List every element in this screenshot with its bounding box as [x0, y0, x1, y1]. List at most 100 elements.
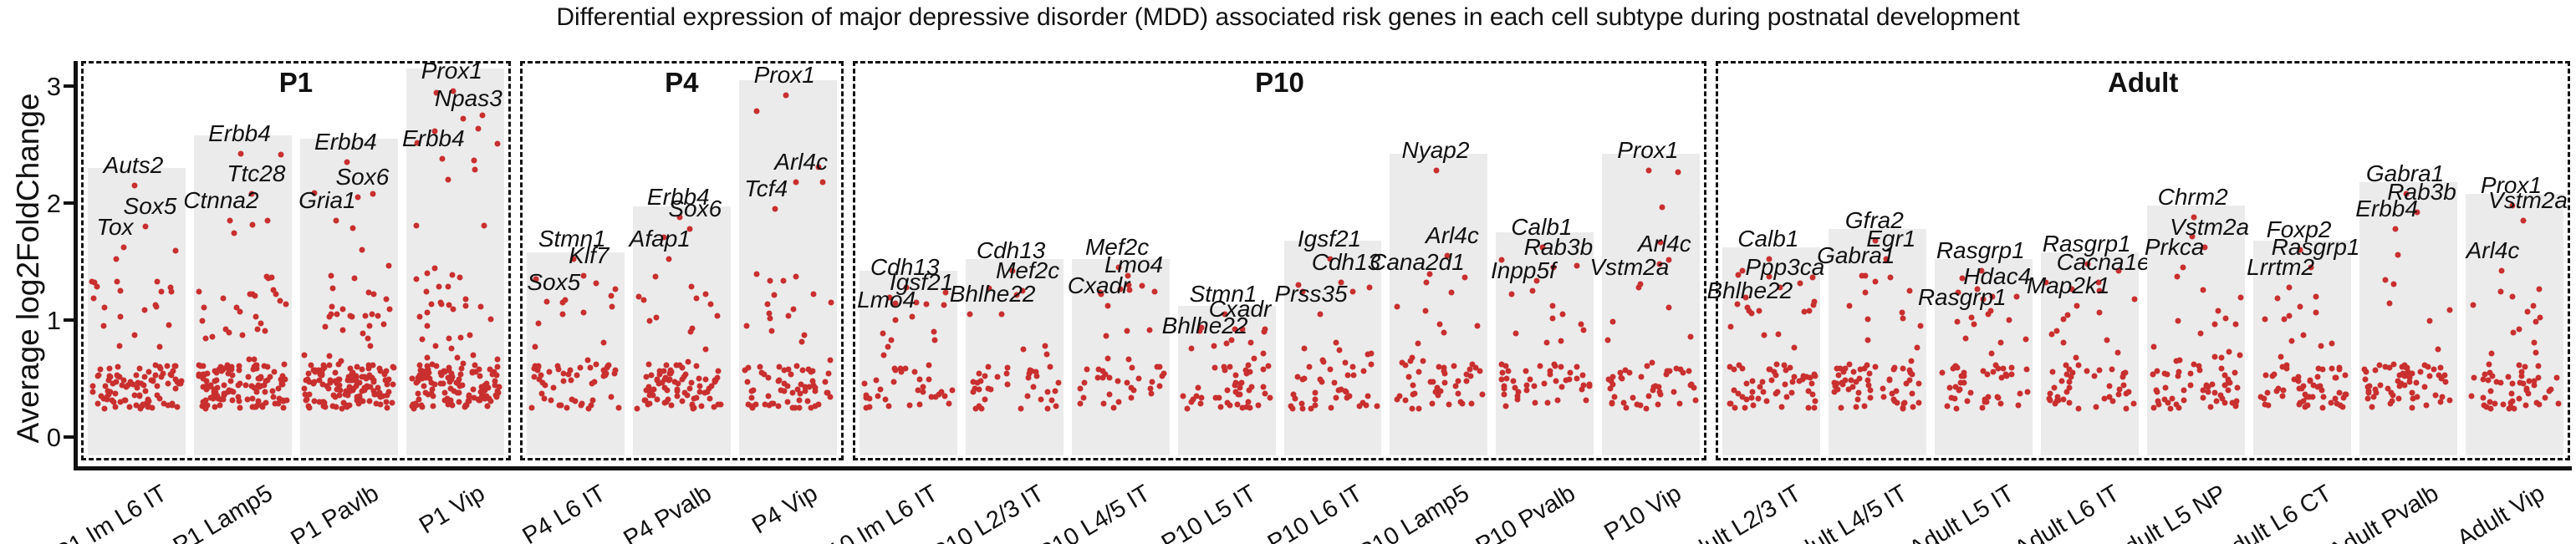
column-p10-l4-5-it: Mef2c Lmo4 Cxadr P10 L4/5 IT [1034, 64, 1174, 544]
gene-point [2500, 401, 2507, 408]
gene-point [2337, 402, 2344, 409]
gene-point [2364, 395, 2371, 402]
gene-point [1890, 396, 1897, 403]
gene-point [804, 398, 811, 404]
gene-point [231, 230, 237, 236]
gene-point [1260, 366, 1267, 373]
gene-point [252, 313, 259, 320]
gene-point [1103, 333, 1109, 339]
gene-point [1854, 396, 1861, 403]
gene-point [322, 323, 329, 330]
gene-point [2153, 387, 2160, 394]
gene-point [1344, 394, 1350, 401]
gene-point [363, 375, 370, 382]
gene-point [2395, 395, 2402, 402]
gene-point [1349, 364, 1356, 370]
gene-point [248, 383, 255, 389]
gene-point [794, 386, 801, 393]
gene-point [1805, 388, 1812, 394]
gene-point [2048, 331, 2055, 338]
gene-point [1308, 405, 1314, 412]
gene-point [2075, 405, 2082, 412]
gene-point [2008, 371, 2015, 378]
gene-point [2548, 386, 2554, 393]
gene-point [2115, 267, 2122, 274]
gene-point [2488, 350, 2495, 357]
gene-point [1891, 364, 1898, 371]
gene-point [550, 384, 557, 391]
gene-point [1501, 383, 1507, 389]
gene-point [797, 390, 803, 397]
gene-point [346, 402, 353, 409]
gene-point [106, 365, 113, 372]
gene-point [793, 363, 800, 369]
gene-point [2423, 402, 2430, 409]
gene-point [2119, 374, 2126, 380]
gene-point [863, 404, 870, 411]
gene-point [1839, 381, 1846, 388]
gene-label-bhlhe22: Bhlhe22 [949, 281, 1036, 307]
gene-point [2332, 395, 2339, 402]
gene-point [1344, 372, 1351, 379]
gene-point [643, 374, 650, 380]
gene-point [1644, 363, 1650, 369]
gene-point [1688, 381, 1695, 388]
gene-point [1245, 362, 1252, 369]
gene-point [416, 362, 423, 369]
gene-point [375, 313, 381, 319]
gene-label-cxadr: Cxadr [1067, 272, 1130, 299]
gene-label-inpp5f: Inpp5f [1490, 257, 1556, 283]
top-gene-point-igsf21 [1327, 256, 1334, 262]
gene-point [382, 377, 389, 384]
gene-point [149, 404, 156, 411]
gene-point [166, 322, 172, 328]
panel-p10: P10 Cdh13 Igsf21 Lmo4 P10 Im L6 IT Cdh13 Mef2c… [810, 61, 1707, 544]
gene-point [2542, 394, 2548, 401]
gene-point [1781, 362, 1788, 369]
gene-point [2485, 377, 2492, 384]
gene-point [258, 374, 264, 381]
gene-point [2060, 396, 2067, 403]
gene-point [1319, 379, 1325, 385]
gene-point [1505, 368, 1512, 374]
gene-point [345, 374, 352, 380]
gene-point [1416, 405, 1422, 412]
gene-point [569, 396, 575, 403]
gene-point [2063, 362, 2069, 369]
gene-point [1676, 400, 1683, 407]
gene-point [1853, 379, 1859, 385]
gene-point [1808, 380, 1815, 387]
gene-point [2096, 309, 2103, 316]
gene-point [661, 399, 668, 406]
gene-point [304, 376, 311, 383]
gene-point [1744, 304, 1751, 311]
gene-point [2068, 286, 2075, 292]
gene-point [457, 371, 464, 378]
gene-point [1811, 298, 1818, 305]
gene-point [2385, 385, 2391, 392]
gene-point [1952, 384, 1959, 390]
gene-point [448, 370, 455, 377]
gene-point [1848, 377, 1854, 384]
gene-point [493, 372, 500, 379]
gene-point [1104, 355, 1111, 362]
gene-point [2487, 399, 2493, 405]
gene-point [201, 402, 207, 409]
gene-point [1503, 375, 1510, 382]
gene-point [415, 374, 421, 380]
top-gene-point-erbb4 [344, 159, 350, 165]
gene-point [370, 291, 377, 297]
gene-point [798, 338, 805, 345]
gene-point [1974, 286, 1981, 292]
gene-point [1985, 311, 1992, 318]
gene-point [1532, 399, 1538, 406]
gene-point [126, 404, 133, 410]
gene-point [1789, 379, 1796, 385]
gene-point [974, 379, 981, 386]
gene-label-gabra1: Gabra1 [2365, 160, 2445, 186]
gene-point [2060, 339, 2067, 346]
gene-point [1196, 328, 1203, 334]
gene-point [424, 323, 431, 329]
gene-point [2209, 381, 2216, 388]
top-gene-point-ppp3ca [1777, 284, 1783, 291]
